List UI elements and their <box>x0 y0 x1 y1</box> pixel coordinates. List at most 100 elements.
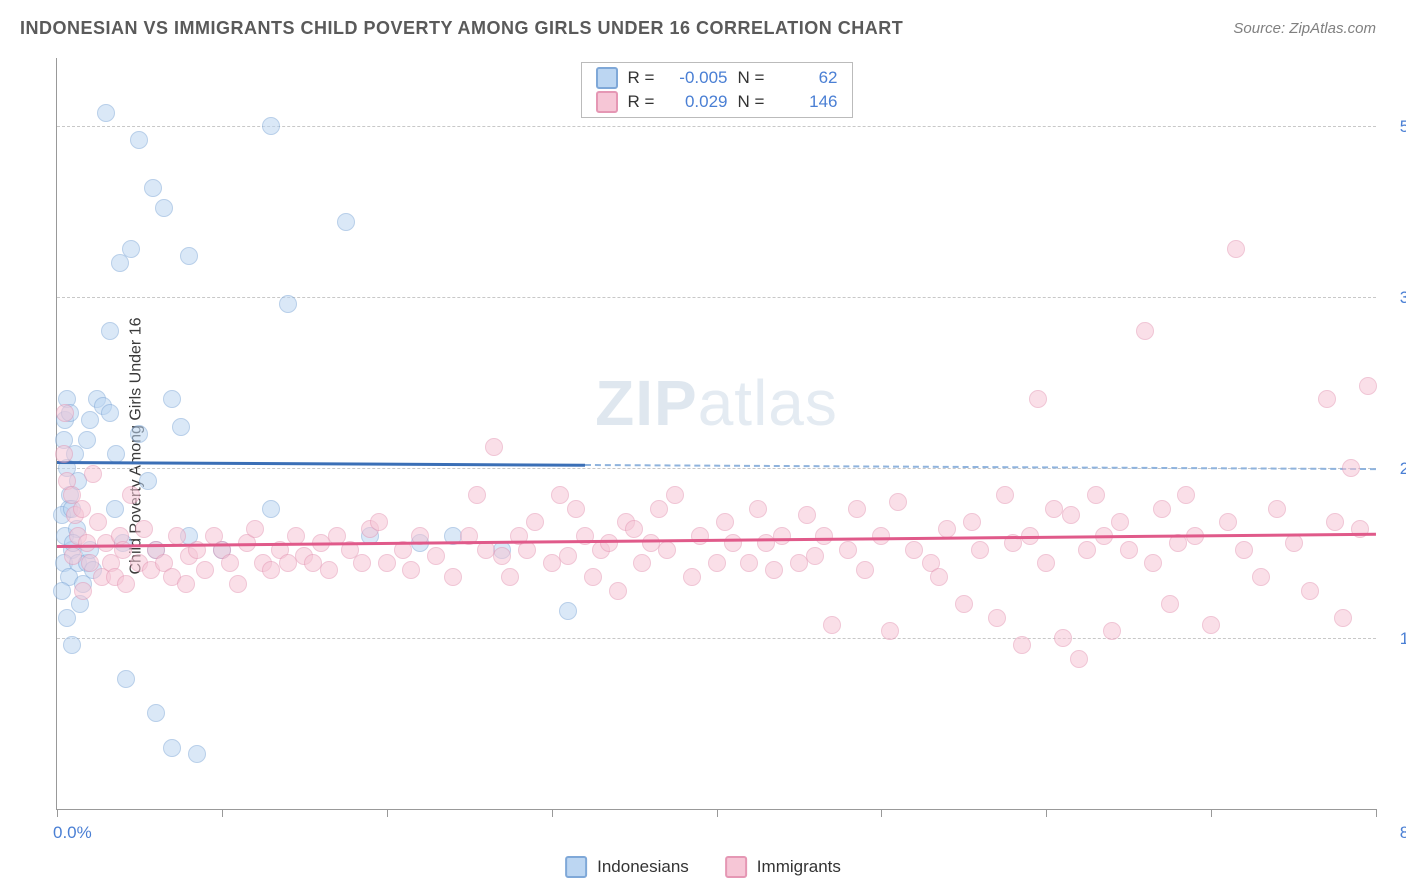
data-point <box>55 445 73 463</box>
data-point <box>1252 568 1270 586</box>
data-point <box>114 541 132 559</box>
data-point <box>584 568 602 586</box>
data-point <box>1136 322 1154 340</box>
data-point <box>633 554 651 572</box>
data-point <box>262 117 280 135</box>
data-point <box>262 500 280 518</box>
data-point <box>724 534 742 552</box>
chart-title: INDONESIAN VS IMMIGRANTS CHILD POVERTY A… <box>20 18 903 39</box>
stats-row-indonesians: R = -0.005 N = 62 <box>596 67 838 89</box>
data-point <box>790 554 808 572</box>
data-point <box>559 602 577 620</box>
data-point <box>107 445 125 463</box>
trend-line <box>585 464 1376 470</box>
data-point <box>1029 390 1047 408</box>
legend-item-immigrants: Immigrants <box>725 856 841 878</box>
data-point <box>64 547 82 565</box>
data-point <box>89 513 107 531</box>
data-point <box>353 554 371 572</box>
x-tick <box>1211 809 1212 817</box>
data-point <box>815 527 833 545</box>
data-point <box>1144 554 1162 572</box>
data-point <box>1326 513 1344 531</box>
watermark-thin: atlas <box>698 367 838 439</box>
data-point <box>1153 500 1171 518</box>
data-point <box>551 486 569 504</box>
trend-line <box>57 461 585 467</box>
data-point <box>1045 500 1063 518</box>
data-point <box>658 541 676 559</box>
gridline: 50.0% <box>57 126 1376 127</box>
data-point <box>609 582 627 600</box>
data-point <box>1301 582 1319 600</box>
data-point <box>1120 541 1138 559</box>
data-point <box>84 465 102 483</box>
swatch-indonesians <box>596 67 618 89</box>
correlation-stats-box: R = -0.005 N = 62 R = 0.029 N = 146 <box>581 62 853 118</box>
stat-n-label: N = <box>738 68 768 88</box>
data-point <box>246 520 264 538</box>
data-point <box>485 438 503 456</box>
data-point <box>798 506 816 524</box>
source-name: ZipAtlas.com <box>1289 20 1376 37</box>
data-point <box>279 554 297 572</box>
data-point <box>1013 636 1031 654</box>
data-point <box>1268 500 1286 518</box>
data-point <box>221 554 239 572</box>
data-point <box>177 575 195 593</box>
data-point <box>559 547 577 565</box>
x-tick <box>1046 809 1047 817</box>
data-point <box>81 411 99 429</box>
data-point <box>493 547 511 565</box>
data-point <box>111 254 129 272</box>
data-point <box>856 561 874 579</box>
data-point <box>58 609 76 627</box>
watermark-bold: ZIP <box>595 367 698 439</box>
source-attribution: Source: ZipAtlas.com <box>1233 20 1376 37</box>
data-point <box>1078 541 1096 559</box>
data-point <box>501 568 519 586</box>
x-tick <box>57 809 58 817</box>
data-point <box>1161 595 1179 613</box>
data-point <box>188 745 206 763</box>
data-point <box>1342 459 1360 477</box>
data-point <box>823 616 841 634</box>
data-point <box>163 739 181 757</box>
data-point <box>56 404 74 422</box>
data-point <box>1219 513 1237 531</box>
data-point <box>749 500 767 518</box>
data-point <box>304 554 322 572</box>
data-point <box>757 534 775 552</box>
stat-r-value-1: 0.029 <box>668 92 728 112</box>
data-point <box>163 390 181 408</box>
data-point <box>279 295 297 313</box>
data-point <box>1070 650 1088 668</box>
data-point <box>337 213 355 231</box>
data-point <box>378 554 396 572</box>
data-point <box>53 582 71 600</box>
data-point <box>130 425 148 443</box>
data-point <box>1227 240 1245 258</box>
data-point <box>155 199 173 217</box>
x-tick <box>552 809 553 817</box>
data-point <box>683 568 701 586</box>
data-point <box>666 486 684 504</box>
data-point <box>740 554 758 572</box>
data-point <box>543 554 561 572</box>
data-point <box>988 609 1006 627</box>
y-tick-label: 37.5% <box>1400 288 1406 308</box>
scatter-chart: ZIPatlas R = -0.005 N = 62 R = 0.029 N =… <box>56 58 1376 810</box>
data-point <box>526 513 544 531</box>
data-point <box>74 582 92 600</box>
data-point <box>905 541 923 559</box>
data-point <box>444 568 462 586</box>
data-point <box>1062 506 1080 524</box>
x-tick <box>1376 809 1377 817</box>
legend-label-0: Indonesians <box>597 857 689 877</box>
stat-n-label: N = <box>738 92 768 112</box>
data-point <box>180 247 198 265</box>
data-point <box>101 322 119 340</box>
data-point <box>117 670 135 688</box>
stat-r-label: R = <box>628 92 658 112</box>
data-point <box>806 547 824 565</box>
